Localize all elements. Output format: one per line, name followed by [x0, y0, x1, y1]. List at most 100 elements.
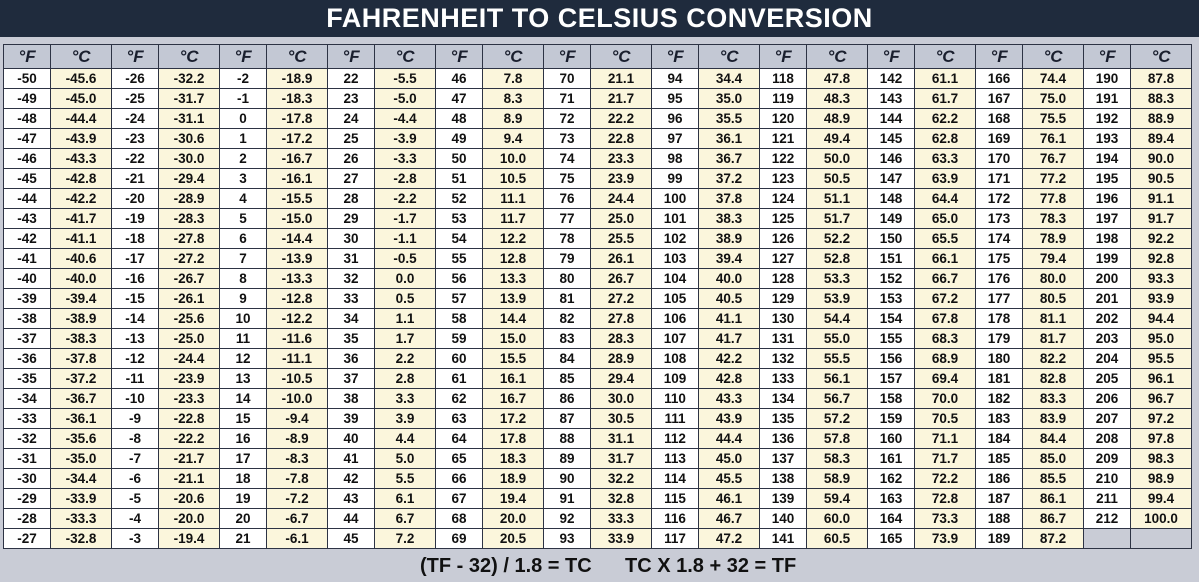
celsius-cell: 19.4: [482, 488, 544, 509]
fahrenheit-cell: 171: [975, 168, 1023, 189]
celsius-cell: -1.1: [374, 228, 436, 249]
celsius-cell: 85.0: [1022, 448, 1084, 469]
celsius-cell: -21.1: [158, 468, 220, 489]
celsius-cell: 20.5: [482, 528, 544, 549]
celsius-cell: -35.6: [50, 428, 112, 449]
fahrenheit-cell: 176: [975, 268, 1023, 289]
celsius-cell: -1.7: [374, 208, 436, 229]
celsius-cell: 71.1: [914, 428, 976, 449]
fahrenheit-cell: 189: [975, 528, 1023, 549]
celsius-cell: 10.5: [482, 168, 544, 189]
celsius-cell: -16.1: [266, 168, 328, 189]
fahrenheit-cell: -29: [3, 488, 51, 509]
fahrenheit-cell: 137: [759, 448, 807, 469]
celsius-cell: -27.2: [158, 248, 220, 269]
fahrenheit-cell: 145: [867, 128, 915, 149]
celsius-cell: 34.4: [698, 68, 760, 89]
celsius-cell: 83.3: [1022, 388, 1084, 409]
fahrenheit-cell: 170: [975, 148, 1023, 169]
celsius-cell: -43.9: [50, 128, 112, 149]
celsius-cell: 42.8: [698, 368, 760, 389]
fahrenheit-cell: -5: [111, 488, 159, 509]
fahrenheit-cell: 166: [975, 68, 1023, 89]
celsius-cell: 71.7: [914, 448, 976, 469]
fahrenheit-cell: 191: [1083, 88, 1131, 109]
celsius-cell: -12.2: [266, 308, 328, 329]
celsius-cell: 87.2: [1022, 528, 1084, 549]
celsius-cell: 68.9: [914, 348, 976, 369]
table-row: -39 -39.4 -15 -26.1 9 -12.8 33 0.5 57 13.9 81 27.2 1…: [3, 288, 1192, 309]
fahrenheit-cell: 169: [975, 128, 1023, 149]
celsius-cell: -15.0: [266, 208, 328, 229]
celsius-cell: -11.1: [266, 348, 328, 369]
celsius-cell: 17.2: [482, 408, 544, 429]
celsius-cell: -38.3: [50, 328, 112, 349]
celsius-cell: -13.9: [266, 248, 328, 269]
celsius-cell: -30.6: [158, 128, 220, 149]
fahrenheit-cell: 150: [867, 228, 915, 249]
fahrenheit-cell: 106: [651, 308, 699, 329]
celsius-cell: 25.5: [590, 228, 652, 249]
header-celsius: °C: [806, 44, 868, 69]
fahrenheit-cell: 53: [435, 208, 483, 229]
celsius-cell: 69.4: [914, 368, 976, 389]
fahrenheit-cell: -27: [3, 528, 51, 549]
celsius-cell: 80.0: [1022, 268, 1084, 289]
fahrenheit-cell: 16: [219, 428, 267, 449]
formula-f-to-c: (TF - 32) / 1.8 = TC: [420, 555, 592, 577]
fahrenheit-cell: 134: [759, 388, 807, 409]
table-row: -42 -41.1 -18 -27.8 6 -14.4 30 -1.1 54 12.2 78 25.5…: [3, 228, 1192, 249]
fahrenheit-cell: 101: [651, 208, 699, 229]
table-row: -37 -38.3 -13 -25.0 11 -11.6 35 1.7 59 15.0 83 28.3…: [3, 328, 1192, 349]
header-celsius: °C: [698, 44, 760, 69]
celsius-cell: 92.8: [1130, 248, 1192, 269]
table-row: -41 -40.6 -17 -27.2 7 -13.9 31 -0.5 55 12.8 79 26.1…: [3, 248, 1192, 269]
fahrenheit-cell: 21: [219, 528, 267, 549]
celsius-cell: 15.0: [482, 328, 544, 349]
fahrenheit-cell: 99: [651, 168, 699, 189]
celsius-cell: -32.8: [50, 528, 112, 549]
fahrenheit-cell: 40: [327, 428, 375, 449]
celsius-cell: 56.7: [806, 388, 868, 409]
celsius-cell: 40.5: [698, 288, 760, 309]
header-celsius: °C: [1130, 44, 1192, 69]
celsius-cell: -0.5: [374, 248, 436, 269]
celsius-cell: 25.0: [590, 208, 652, 229]
fahrenheit-cell: 2: [219, 148, 267, 169]
celsius-cell: 79.4: [1022, 248, 1084, 269]
celsius-cell: -35.0: [50, 448, 112, 469]
celsius-cell: 90.0: [1130, 148, 1192, 169]
celsius-cell: 66.7: [914, 268, 976, 289]
table-row: -28 -33.3 -4 -20.0 20 -6.7 44 6.7 68 20.0 92 33.3 11…: [3, 508, 1192, 529]
header-fahrenheit: °F: [327, 44, 375, 69]
fahrenheit-cell: -26: [111, 68, 159, 89]
celsius-cell: 42.2: [698, 348, 760, 369]
fahrenheit-cell: 49: [435, 128, 483, 149]
fahrenheit-cell: 62: [435, 388, 483, 409]
fahrenheit-cell: -22: [111, 148, 159, 169]
fahrenheit-cell: -32: [3, 428, 51, 449]
celsius-cell: 68.3: [914, 328, 976, 349]
celsius-cell: 48.9: [806, 108, 868, 129]
celsius-cell: 45.0: [698, 448, 760, 469]
fahrenheit-cell: 174: [975, 228, 1023, 249]
fahrenheit-cell: 8: [219, 268, 267, 289]
fahrenheit-cell: 66: [435, 468, 483, 489]
fahrenheit-cell: 87: [543, 408, 591, 429]
celsius-cell: 59.4: [806, 488, 868, 509]
fahrenheit-cell: 10: [219, 308, 267, 329]
header-fahrenheit: °F: [219, 44, 267, 69]
fahrenheit-cell: -34: [3, 388, 51, 409]
fahrenheit-cell: 181: [975, 368, 1023, 389]
fahrenheit-cell: 32: [327, 268, 375, 289]
fahrenheit-cell: 56: [435, 268, 483, 289]
fahrenheit-cell: 83: [543, 328, 591, 349]
celsius-cell: 97.8: [1130, 428, 1192, 449]
fahrenheit-cell: 152: [867, 268, 915, 289]
celsius-cell: 75.5: [1022, 108, 1084, 129]
fahrenheit-cell: 42: [327, 468, 375, 489]
fahrenheit-cell: 155: [867, 328, 915, 349]
celsius-cell: -30.0: [158, 148, 220, 169]
celsius-cell: 78.3: [1022, 208, 1084, 229]
fahrenheit-cell: 14: [219, 388, 267, 409]
